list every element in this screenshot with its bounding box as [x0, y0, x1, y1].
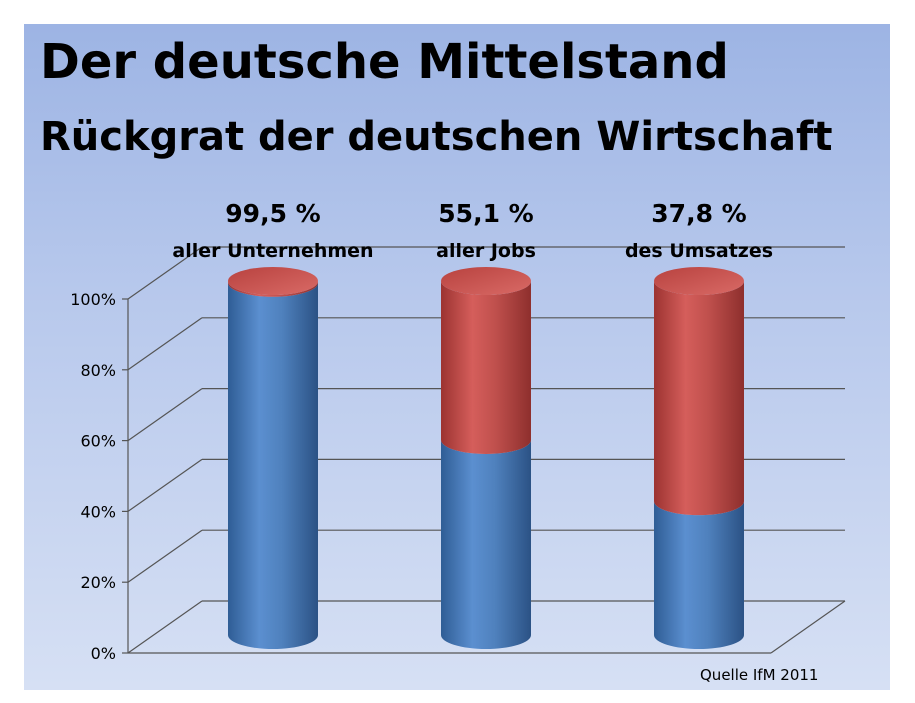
category-label: aller Unternehmen	[172, 240, 373, 262]
y-tick-label: 100%	[70, 290, 116, 309]
gridline-side	[127, 458, 203, 512]
y-axis: 0% 20% 40% 60% 80% 100%	[70, 290, 129, 663]
category-label: des Umsatzes	[625, 240, 773, 262]
bar-segment-blue	[228, 282, 318, 649]
bar-segment-blue	[654, 501, 744, 649]
gridline-side	[127, 388, 203, 442]
category-label: aller Jobs	[436, 240, 536, 262]
bar-top-cap	[228, 267, 318, 295]
data-label: 55,1 %	[438, 199, 533, 228]
y-tick-label: 60%	[80, 432, 116, 451]
gridline-side	[127, 317, 203, 371]
y-tick-label: 20%	[80, 573, 116, 592]
bars	[228, 267, 744, 649]
gridline-side	[127, 246, 203, 300]
y-tick-label: 0%	[91, 644, 116, 663]
gridline-side	[127, 529, 203, 583]
source-note: Quelle IfM 2011	[700, 666, 819, 684]
chart-subtitle: Rückgrat der deutschen Wirtschaft	[40, 114, 833, 160]
y-tick-label: 40%	[80, 502, 116, 521]
gridline-side	[127, 600, 203, 654]
bar-segment-red	[441, 281, 531, 454]
bar-segment-red	[654, 281, 744, 516]
bar-segment-blue	[441, 439, 531, 649]
floor-right-edge	[770, 600, 846, 654]
data-label: 37,8 %	[651, 199, 746, 228]
bar-top-cap	[654, 267, 744, 295]
chart-title: Der deutsche Mittelstand	[40, 34, 729, 90]
bar-labels: 99,5 % aller Unternehmen 55,1 % aller Jobs 3…	[172, 199, 773, 262]
data-label: 99,5 %	[225, 199, 320, 228]
y-tick-label: 80%	[80, 361, 116, 380]
bar-top-cap	[441, 267, 531, 295]
